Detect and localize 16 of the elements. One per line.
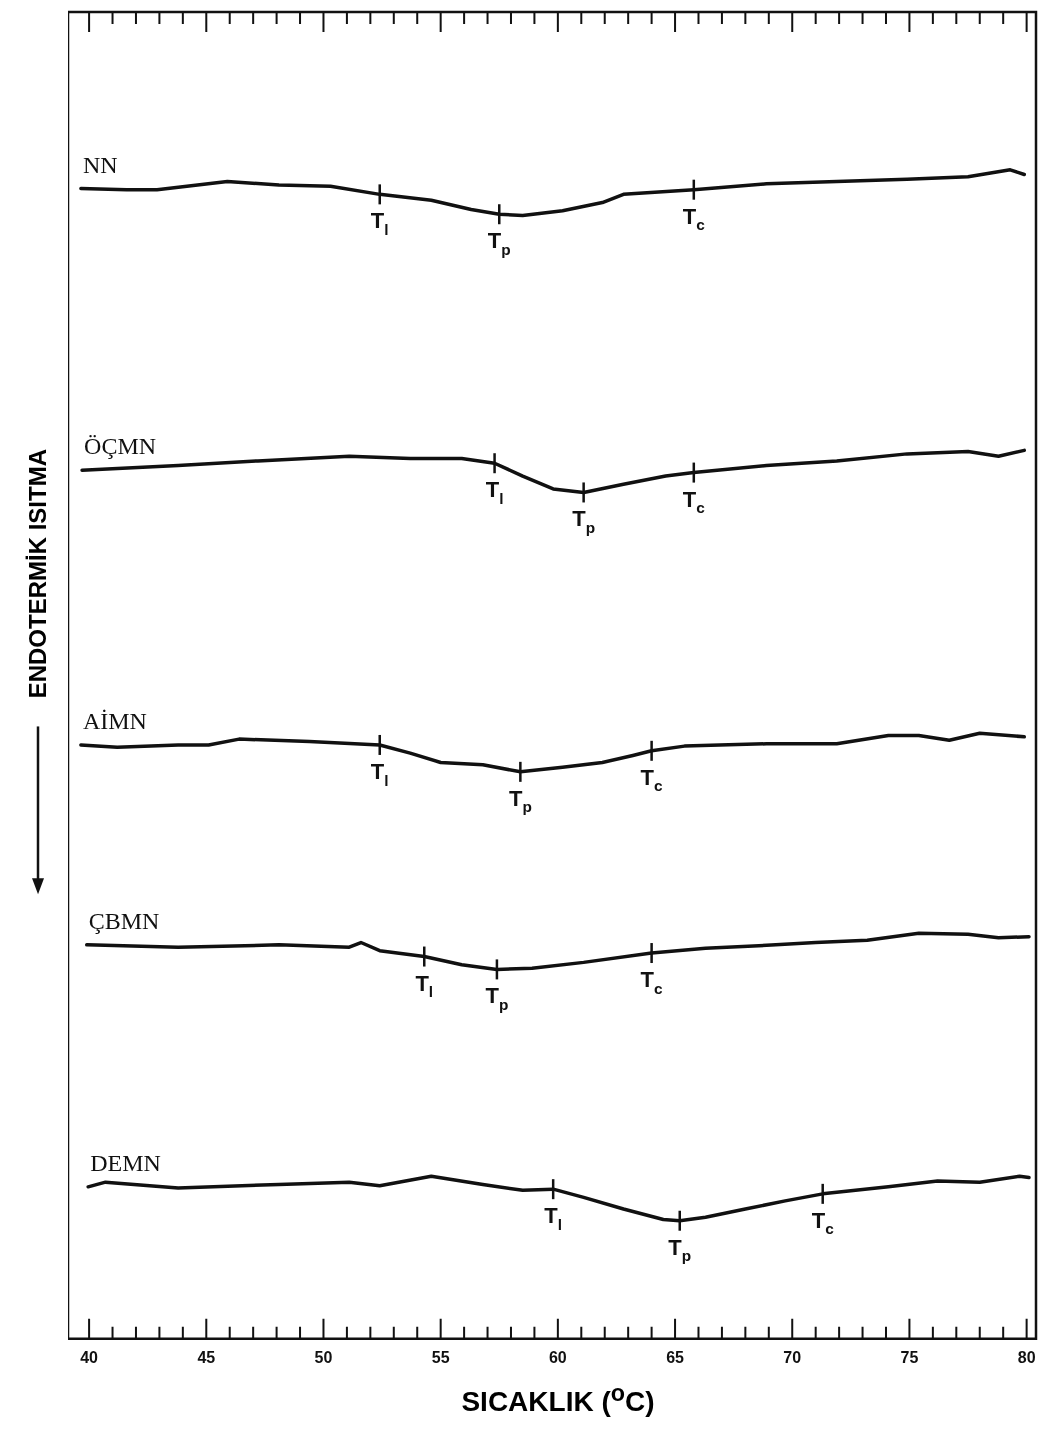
x-tick-label: 45 [197,1348,216,1366]
series-label: ÖÇMN [84,433,157,460]
x-tick-label: 40 [80,1348,99,1366]
series-label: ÇBMN [88,907,160,934]
x-tick-label: 60 [548,1348,567,1366]
series-label: NN [82,151,118,178]
x-tick-label: 70 [783,1348,802,1366]
x-tick-label: 80 [1017,1348,1036,1366]
series-label: DEMN [90,1149,161,1176]
x-tick-label: 50 [314,1348,333,1366]
x-tick-label: 55 [431,1348,450,1366]
series-label: AİMN [82,707,147,734]
y-axis-title: ENDOTERMİK ISITMA [24,449,52,699]
x-axis-title: SICAKLIK ($^{o}$C) [460,1380,656,1419]
x-tick-label: 65 [666,1348,685,1366]
x-tick-label: 75 [900,1348,919,1366]
